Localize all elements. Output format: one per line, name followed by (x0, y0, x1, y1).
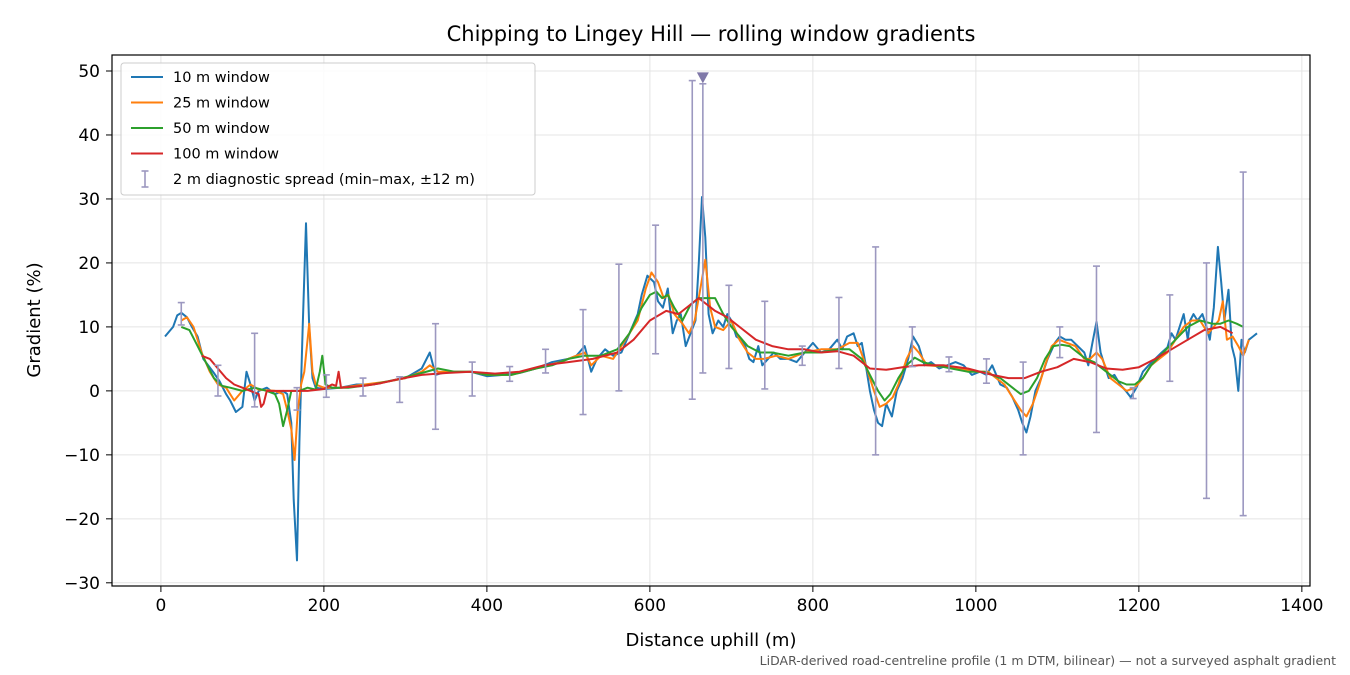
x-tick-label: 0 (155, 596, 166, 616)
axis-ticks: 0 200 400 600 800 1000 1200 1400 −30 −20 −10 0 10 20 3… (64, 62, 1323, 616)
y-tick-label: −20 (64, 510, 100, 530)
error-bar (506, 365, 514, 383)
x-tick-label: 400 (471, 596, 503, 616)
footnote: LiDAR-derived road-centreline profile (1… (760, 653, 1336, 668)
error-bar (652, 224, 660, 355)
series-line-2 (180, 258, 1250, 461)
y-axis-label: Gradient (%) (24, 262, 45, 377)
legend: 10 m window 25 m window 50 m window 100 m w… (120, 62, 536, 196)
y-tick-label: −30 (64, 574, 100, 594)
error-bar (322, 374, 330, 399)
error-bar (1092, 265, 1100, 434)
x-tick-label: 800 (797, 596, 829, 616)
error-bar (542, 348, 550, 374)
x-tick-label: 1400 (1280, 596, 1323, 616)
error-bar (761, 300, 769, 390)
y-tick-label: 40 (78, 126, 100, 146)
legend-label-3: 50 m window (173, 121, 270, 137)
series-line-4 (201, 297, 1234, 408)
error-bar (468, 361, 476, 397)
series-line-1 (164, 196, 1258, 562)
peak-marker (696, 72, 709, 84)
legend-box (120, 62, 536, 196)
error-bar (359, 377, 367, 397)
error-bar (293, 386, 301, 411)
error-bar (699, 82, 707, 374)
legend-label-errbar: 2 m diagnostic spread (min–max, ±12 m) (173, 172, 475, 188)
series-layer (164, 196, 1258, 562)
error-bar (1019, 361, 1027, 456)
legend-label-1: 10 m window (173, 70, 270, 86)
error-bar (1166, 294, 1174, 383)
error-bar (908, 326, 916, 368)
error-bar (579, 308, 587, 416)
chart-title: Chipping to Lingey Hill — rolling window… (447, 22, 976, 46)
error-bar (798, 345, 806, 367)
x-tick-label: 1200 (1117, 596, 1160, 616)
error-bar (615, 263, 623, 392)
x-tick-label: 200 (308, 596, 340, 616)
error-bar (982, 358, 990, 384)
error-bar (835, 296, 843, 370)
x-axis-label: Distance uphill (m) (626, 630, 797, 651)
error-bar (214, 364, 222, 397)
plot-frame (111, 54, 1311, 587)
error-bar (177, 301, 185, 326)
series-line-3 (180, 290, 1244, 428)
error-bar (1239, 171, 1247, 517)
error-bar (396, 375, 404, 404)
error-bar (251, 332, 259, 408)
x-tick-label: 1000 (954, 596, 997, 616)
y-tick-label: 20 (78, 254, 100, 274)
error-bar-layer (177, 72, 1247, 517)
error-bar (945, 356, 953, 373)
error-bar (1129, 386, 1137, 400)
y-tick-label: 10 (78, 318, 100, 338)
legend-label-4: 100 m window (173, 147, 279, 163)
y-tick-label: 50 (78, 62, 100, 82)
error-bar (725, 284, 733, 370)
error-bar (688, 79, 696, 400)
error-bar (432, 322, 440, 431)
x-tick-label: 600 (634, 596, 666, 616)
legend-label-2: 25 m window (173, 96, 270, 112)
error-bar (1056, 326, 1064, 359)
y-tick-label: 30 (78, 190, 100, 210)
error-bar (872, 246, 880, 456)
y-tick-label: 0 (89, 382, 100, 402)
error-bar (1202, 262, 1210, 500)
y-tick-label: −10 (64, 446, 100, 466)
